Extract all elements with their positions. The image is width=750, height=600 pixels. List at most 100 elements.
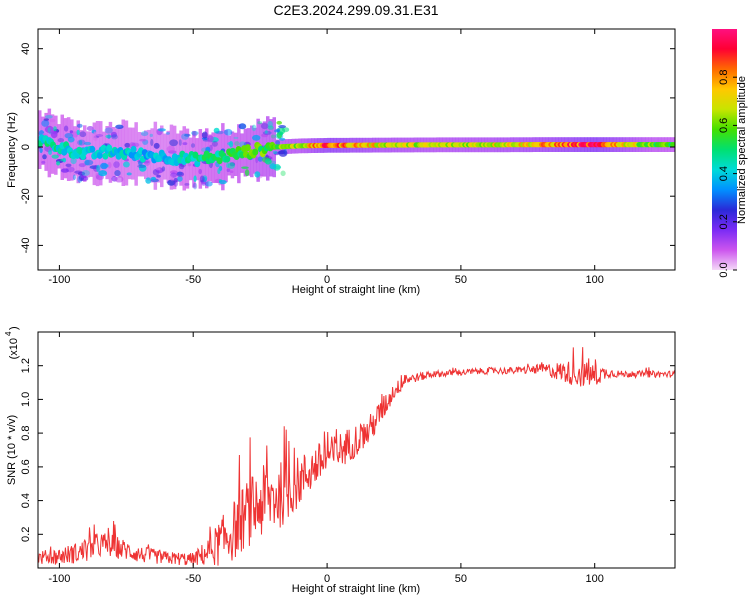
spectrogram-cell xyxy=(39,147,43,154)
spectrogram-cell xyxy=(224,155,231,163)
spectrogram-cell xyxy=(216,157,223,165)
spectrogram-cell xyxy=(169,124,174,190)
spectrogram-cell xyxy=(187,163,192,167)
spectrogram-cell xyxy=(100,162,108,170)
spectrogram-cell xyxy=(224,128,233,136)
snr-multiplier-exponent: 4 xyxy=(4,331,13,336)
colorbar-tick-label: 0.8 xyxy=(718,70,730,85)
spectrogram-cell xyxy=(194,160,201,168)
spectrogram-cell xyxy=(102,131,106,175)
spectrogram-cell xyxy=(69,130,74,134)
spectrogram-cell xyxy=(204,181,213,187)
y-tick-label: 0.4 xyxy=(20,493,32,508)
spectrogram-cell xyxy=(176,171,185,177)
spectrogram-cell xyxy=(140,131,149,137)
x-tick-label: -100 xyxy=(48,274,70,286)
y-tick-label: 1.2 xyxy=(20,358,32,373)
spectrogram-cell xyxy=(155,167,161,171)
x-tick-label: -50 xyxy=(185,274,201,286)
spectrogram-cell xyxy=(201,131,208,139)
spectrogram-cell xyxy=(41,119,50,127)
spectrogram-cell xyxy=(89,165,99,169)
spectrogram-cell xyxy=(72,174,76,181)
y-tick-label: 0.2 xyxy=(20,527,32,542)
spectrogram-cell xyxy=(95,134,104,137)
spectrogram-y-ticks: -40 -20 0 20 40 xyxy=(20,43,675,253)
spectrogram-cell xyxy=(217,168,221,175)
spectrogram-cell xyxy=(107,161,112,169)
spectrogram-cell xyxy=(181,133,189,140)
spectrogram-cell xyxy=(102,152,109,160)
spectrogram-cell xyxy=(70,157,77,165)
spectrogram-cell xyxy=(165,132,170,135)
spectrogram-frame xyxy=(37,28,676,271)
spectrogram-cell xyxy=(144,158,151,166)
spectrogram-cell xyxy=(252,134,261,141)
spectrogram-cell xyxy=(47,127,51,133)
x-tick-label: 0 xyxy=(324,573,330,585)
spectrogram-cell xyxy=(233,136,239,140)
spectrogram-cell xyxy=(78,163,86,168)
spectrogram-cell xyxy=(173,177,178,183)
spectrogram-cell xyxy=(114,170,121,177)
spectrogram-cell xyxy=(230,170,234,173)
spectrogram-cell xyxy=(115,124,124,129)
spectrogram-cell xyxy=(234,141,240,146)
spectrogram-cell xyxy=(244,144,251,152)
spectrogram-cell xyxy=(251,124,257,132)
spectrogram-cell xyxy=(105,134,112,139)
spectrogram-cell xyxy=(166,145,175,153)
snr-y-label: SNR (10 * v/v) xyxy=(6,415,18,485)
y-tick-label: 0 xyxy=(20,144,32,150)
spectrogram-cell xyxy=(198,168,202,175)
spectrogram-cell xyxy=(76,129,80,135)
spectrogram-cell xyxy=(56,161,61,166)
spectrogram-cell xyxy=(145,177,152,184)
spectrogram-cell xyxy=(227,162,235,169)
spectrogram-cell xyxy=(77,139,86,146)
spectrogram-cell xyxy=(213,127,220,134)
spectrogram-cell xyxy=(113,161,120,169)
spectrogram-cell xyxy=(226,168,231,172)
spectrogram-cell xyxy=(229,140,234,148)
spectrogram-cell xyxy=(255,156,259,164)
colorbar-gradient xyxy=(712,29,737,270)
spectrogram-cell xyxy=(191,131,199,136)
spectrogram-cell xyxy=(190,143,196,148)
spectrogram-cell xyxy=(84,159,94,166)
spectrogram-cell xyxy=(130,145,137,153)
spectrogram-cell xyxy=(276,120,283,125)
snr-frame xyxy=(37,331,676,569)
spectrogram-cell xyxy=(111,134,118,140)
spectrogram-cell xyxy=(81,170,90,176)
spectrogram-panel: -100 -50 0 50 100 -40 -20 0 20 40 Height of stra… xyxy=(6,28,676,296)
spectrogram-cell xyxy=(279,137,286,141)
spectrogram-cell xyxy=(74,170,83,174)
spectrogram-cell xyxy=(278,131,284,136)
spectrogram-cell xyxy=(177,176,183,182)
x-tick-label: 100 xyxy=(586,274,604,286)
snr-marks xyxy=(38,347,675,566)
spectrogram-cell xyxy=(178,139,182,146)
spectrogram-cell xyxy=(274,129,280,133)
spectrogram-cell xyxy=(98,170,108,177)
spectrogram-cell xyxy=(244,169,250,177)
spectrogram-cell xyxy=(275,140,280,146)
spectrogram-cell xyxy=(96,151,103,159)
spectrogram-cell xyxy=(44,125,54,133)
chart-title: C2E3.2024.299.09.31.E31 xyxy=(273,2,438,18)
spectrogram-cell xyxy=(78,140,83,145)
x-tick-label: 50 xyxy=(455,573,467,585)
spectrogram-cell xyxy=(124,142,131,148)
colorbar-tick-label: 0.4 xyxy=(718,166,730,181)
spectrogram-cell xyxy=(123,161,130,168)
spectrogram-cell xyxy=(193,175,197,182)
spectrogram-cell xyxy=(65,166,75,173)
spectrogram-cell xyxy=(110,131,117,138)
spectrogram-cell xyxy=(41,160,46,164)
snr-multiplier-close: ) xyxy=(8,326,20,330)
spectrogram-cell xyxy=(156,174,161,178)
spectrogram-cell xyxy=(139,138,147,142)
spectrogram-cell xyxy=(246,128,251,176)
spectrogram-cell xyxy=(192,131,198,137)
